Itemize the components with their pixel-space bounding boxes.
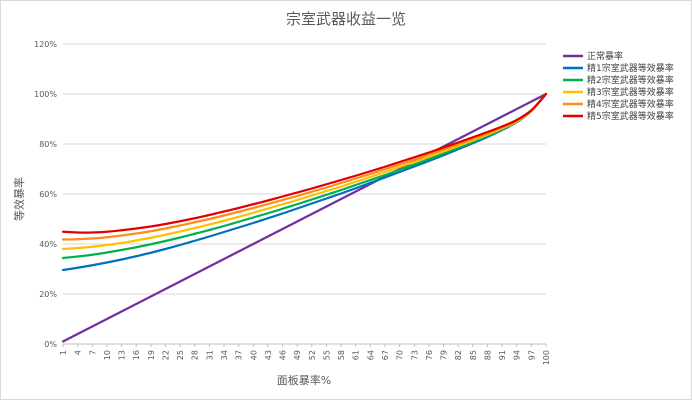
y-tick-label: 120%	[34, 40, 57, 49]
x-axis-ticks: 1 4 7 10 13 16 19 22 25 28 31 34 37 40 43 46 49 52 55 58 61 6…	[59, 344, 551, 365]
legend: 正常暴率精1宗室武器等效暴率精2宗室武器等效暴率精3宗室武器等效暴率精4宗室武器…	[563, 50, 674, 122]
x-tick-label: 43	[264, 350, 273, 360]
legend-label: 精1宗室武器等效暴率	[587, 62, 674, 74]
series-line-1	[61, 92, 548, 343]
y-tick-label: 80%	[39, 140, 57, 149]
x-tick-label: 31	[205, 350, 214, 360]
x-tick-label: 79	[440, 350, 449, 360]
x-tick-label: 61	[352, 350, 361, 360]
x-tick-label: 28	[191, 350, 200, 360]
x-tick-label: 4	[74, 350, 83, 355]
gridlines	[63, 43, 546, 345]
x-tick-label: 82	[454, 350, 463, 360]
x-tick-label: 49	[293, 350, 302, 360]
x-tick-label: 64	[366, 350, 375, 360]
legend-label: 精3宗室武器等效暴率	[587, 86, 674, 98]
y-tick-label: 40%	[39, 240, 57, 249]
x-tick-label: 25	[176, 350, 185, 360]
y-tick-label: 100%	[34, 90, 57, 99]
x-tick-label: 88	[483, 350, 492, 360]
series-lines	[61, 92, 548, 343]
y-axis-title: 等效暴率	[12, 177, 26, 221]
series-line-3	[61, 92, 548, 260]
x-tick-label: 13	[118, 350, 127, 360]
x-tick-label: 76	[425, 350, 434, 360]
x-tick-label: 34	[220, 350, 229, 360]
x-tick-label: 46	[279, 350, 288, 360]
y-tick-label: 20%	[39, 290, 57, 299]
chart-title: 宗室武器收益一览	[286, 10, 406, 28]
series-line-2	[61, 92, 548, 272]
x-tick-label: 40	[249, 350, 258, 360]
series-line-5	[61, 92, 548, 241]
x-tick-label: 73	[410, 350, 419, 360]
x-tick-label: 67	[381, 350, 390, 360]
y-tick-label: 0%	[44, 340, 57, 349]
legend-label: 正常暴率	[587, 50, 623, 62]
x-tick-label: 37	[235, 350, 244, 360]
x-tick-label: 1	[59, 350, 68, 355]
legend-label: 精2宗室武器等效暴率	[587, 74, 674, 86]
x-tick-label: 16	[132, 350, 141, 360]
x-tick-label: 94	[513, 350, 522, 360]
x-tick-label: 97	[527, 350, 536, 360]
y-tick-label: 60%	[39, 190, 57, 199]
x-tick-label: 10	[103, 350, 112, 360]
legend-label: 精5宗室武器等效暴率	[587, 110, 674, 122]
x-tick-label: 70	[396, 350, 405, 360]
x-tick-label: 19	[147, 350, 156, 360]
x-axis-title: 面板暴率%	[277, 373, 331, 387]
x-tick-label: 91	[498, 350, 507, 360]
x-tick-label: 22	[161, 350, 170, 360]
x-tick-label: 7	[88, 350, 97, 355]
y-axis-ticks: 0% 20% 40% 60% 80% 100% 120%	[34, 40, 57, 349]
x-tick-label: 58	[337, 350, 346, 360]
legend-label: 精4宗室武器等效暴率	[587, 98, 674, 110]
series-line-4	[61, 92, 548, 251]
x-tick-label: 52	[308, 350, 317, 360]
series-line-6	[61, 92, 548, 234]
x-tick-label: 100	[542, 350, 551, 365]
x-tick-label: 85	[469, 350, 478, 360]
x-tick-label: 55	[322, 350, 331, 360]
